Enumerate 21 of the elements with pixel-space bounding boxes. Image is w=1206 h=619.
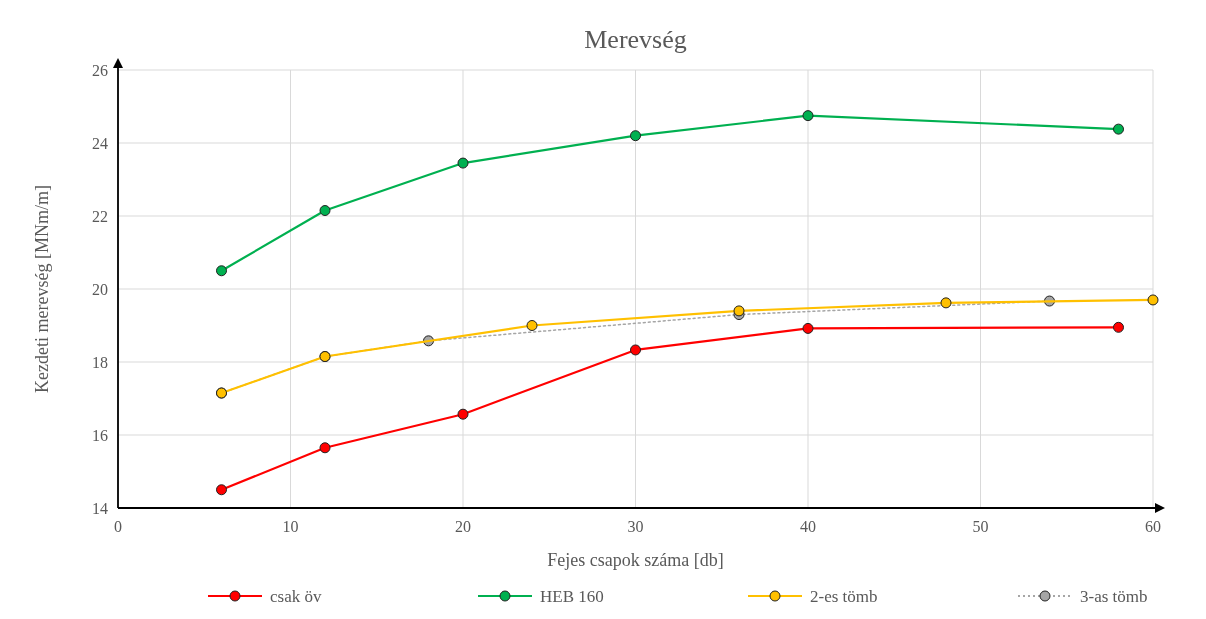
x-tick-label: 30	[627, 518, 644, 535]
x-axis-title: Fejes csapok száma [db]	[547, 550, 724, 570]
legend-label: csak öv	[270, 586, 322, 606]
y-tick-label: 14	[92, 499, 108, 517]
x-tick-label: 10	[282, 518, 299, 535]
y-tick-label: 16	[92, 426, 108, 444]
legend-label: HEB 160	[540, 586, 604, 606]
y-tick-label: 24	[92, 134, 108, 152]
x-tick-label: 20	[455, 518, 471, 535]
x-tick-label: 50	[972, 518, 989, 535]
chart-title: Merevség	[584, 25, 687, 54]
legend-label: 2-es tömb	[810, 586, 878, 606]
x-tick-label: 40	[800, 518, 816, 535]
x-tick-label: 60	[1145, 518, 1161, 535]
y-tick-label: 18	[92, 353, 108, 371]
x-tick-label: 0	[114, 518, 122, 535]
y-tick-label: 22	[92, 207, 108, 225]
y-tick-label: 26	[92, 61, 108, 79]
legend-label: 3-as tömb	[1080, 586, 1148, 606]
y-tick-label: 20	[92, 280, 108, 298]
y-axis-title: Kezdeti merevség [MNm/m]	[32, 185, 52, 393]
